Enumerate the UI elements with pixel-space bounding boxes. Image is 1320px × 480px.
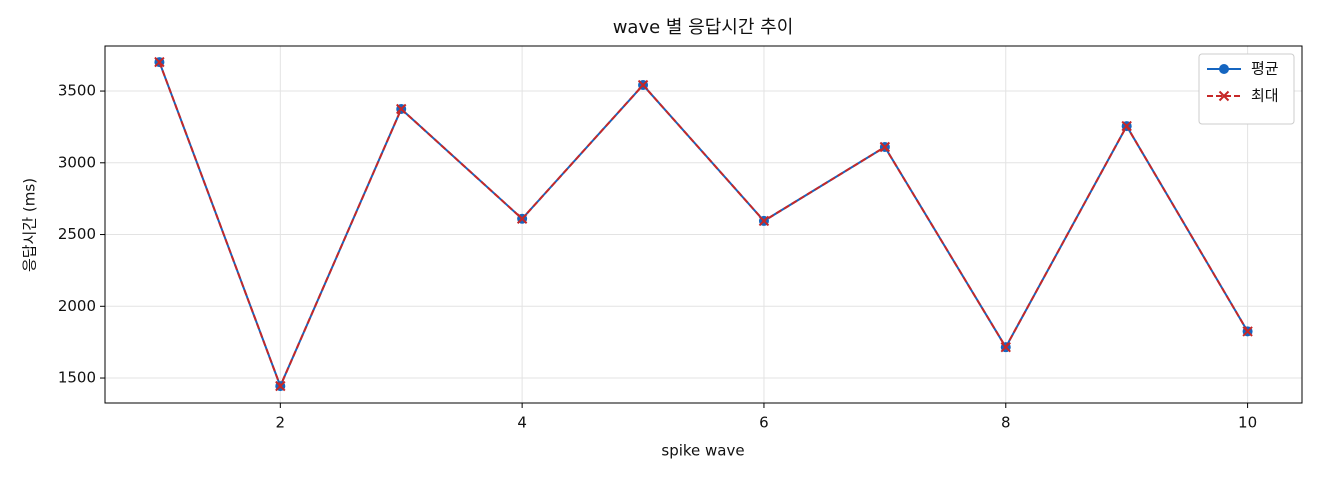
point-marker xyxy=(396,103,407,115)
series-line xyxy=(158,61,1249,389)
legend-marker xyxy=(1219,64,1229,74)
y-tick-label: 3000 xyxy=(58,153,96,171)
x-tick-label: 10 xyxy=(1238,414,1257,432)
plot-frame xyxy=(104,45,1303,404)
legend-box xyxy=(1198,53,1295,125)
x-tick-label: 4 xyxy=(517,414,527,432)
point-marker xyxy=(275,380,286,392)
y-tick-label: 2500 xyxy=(58,225,96,243)
x-tick-label: 8 xyxy=(1001,414,1011,432)
point-marker xyxy=(637,79,649,91)
point-marker xyxy=(758,215,770,227)
y-tick-label: 3500 xyxy=(58,82,96,100)
x-axis-label: spike wave xyxy=(661,442,744,460)
legend-label: 평균 xyxy=(1251,60,1279,78)
x-tick-label: 6 xyxy=(759,414,769,432)
point-marker xyxy=(879,141,891,153)
point-marker xyxy=(1000,341,1011,353)
legend-label: 최대 xyxy=(1251,87,1279,105)
point-marker xyxy=(1121,120,1132,132)
x-tick-label: 2 xyxy=(276,414,286,432)
point-marker xyxy=(154,56,165,68)
y-tick-label: 1500 xyxy=(58,369,96,387)
point-marker xyxy=(516,213,528,224)
y-tick-label: 2000 xyxy=(58,297,96,315)
legend-marker xyxy=(1218,90,1230,102)
y-axis-label: 응답시간 (ms) xyxy=(21,178,39,272)
point-marker xyxy=(1242,326,1253,337)
series-line xyxy=(158,61,1249,389)
chart-title: wave 별 응답시간 추이 xyxy=(613,17,794,38)
